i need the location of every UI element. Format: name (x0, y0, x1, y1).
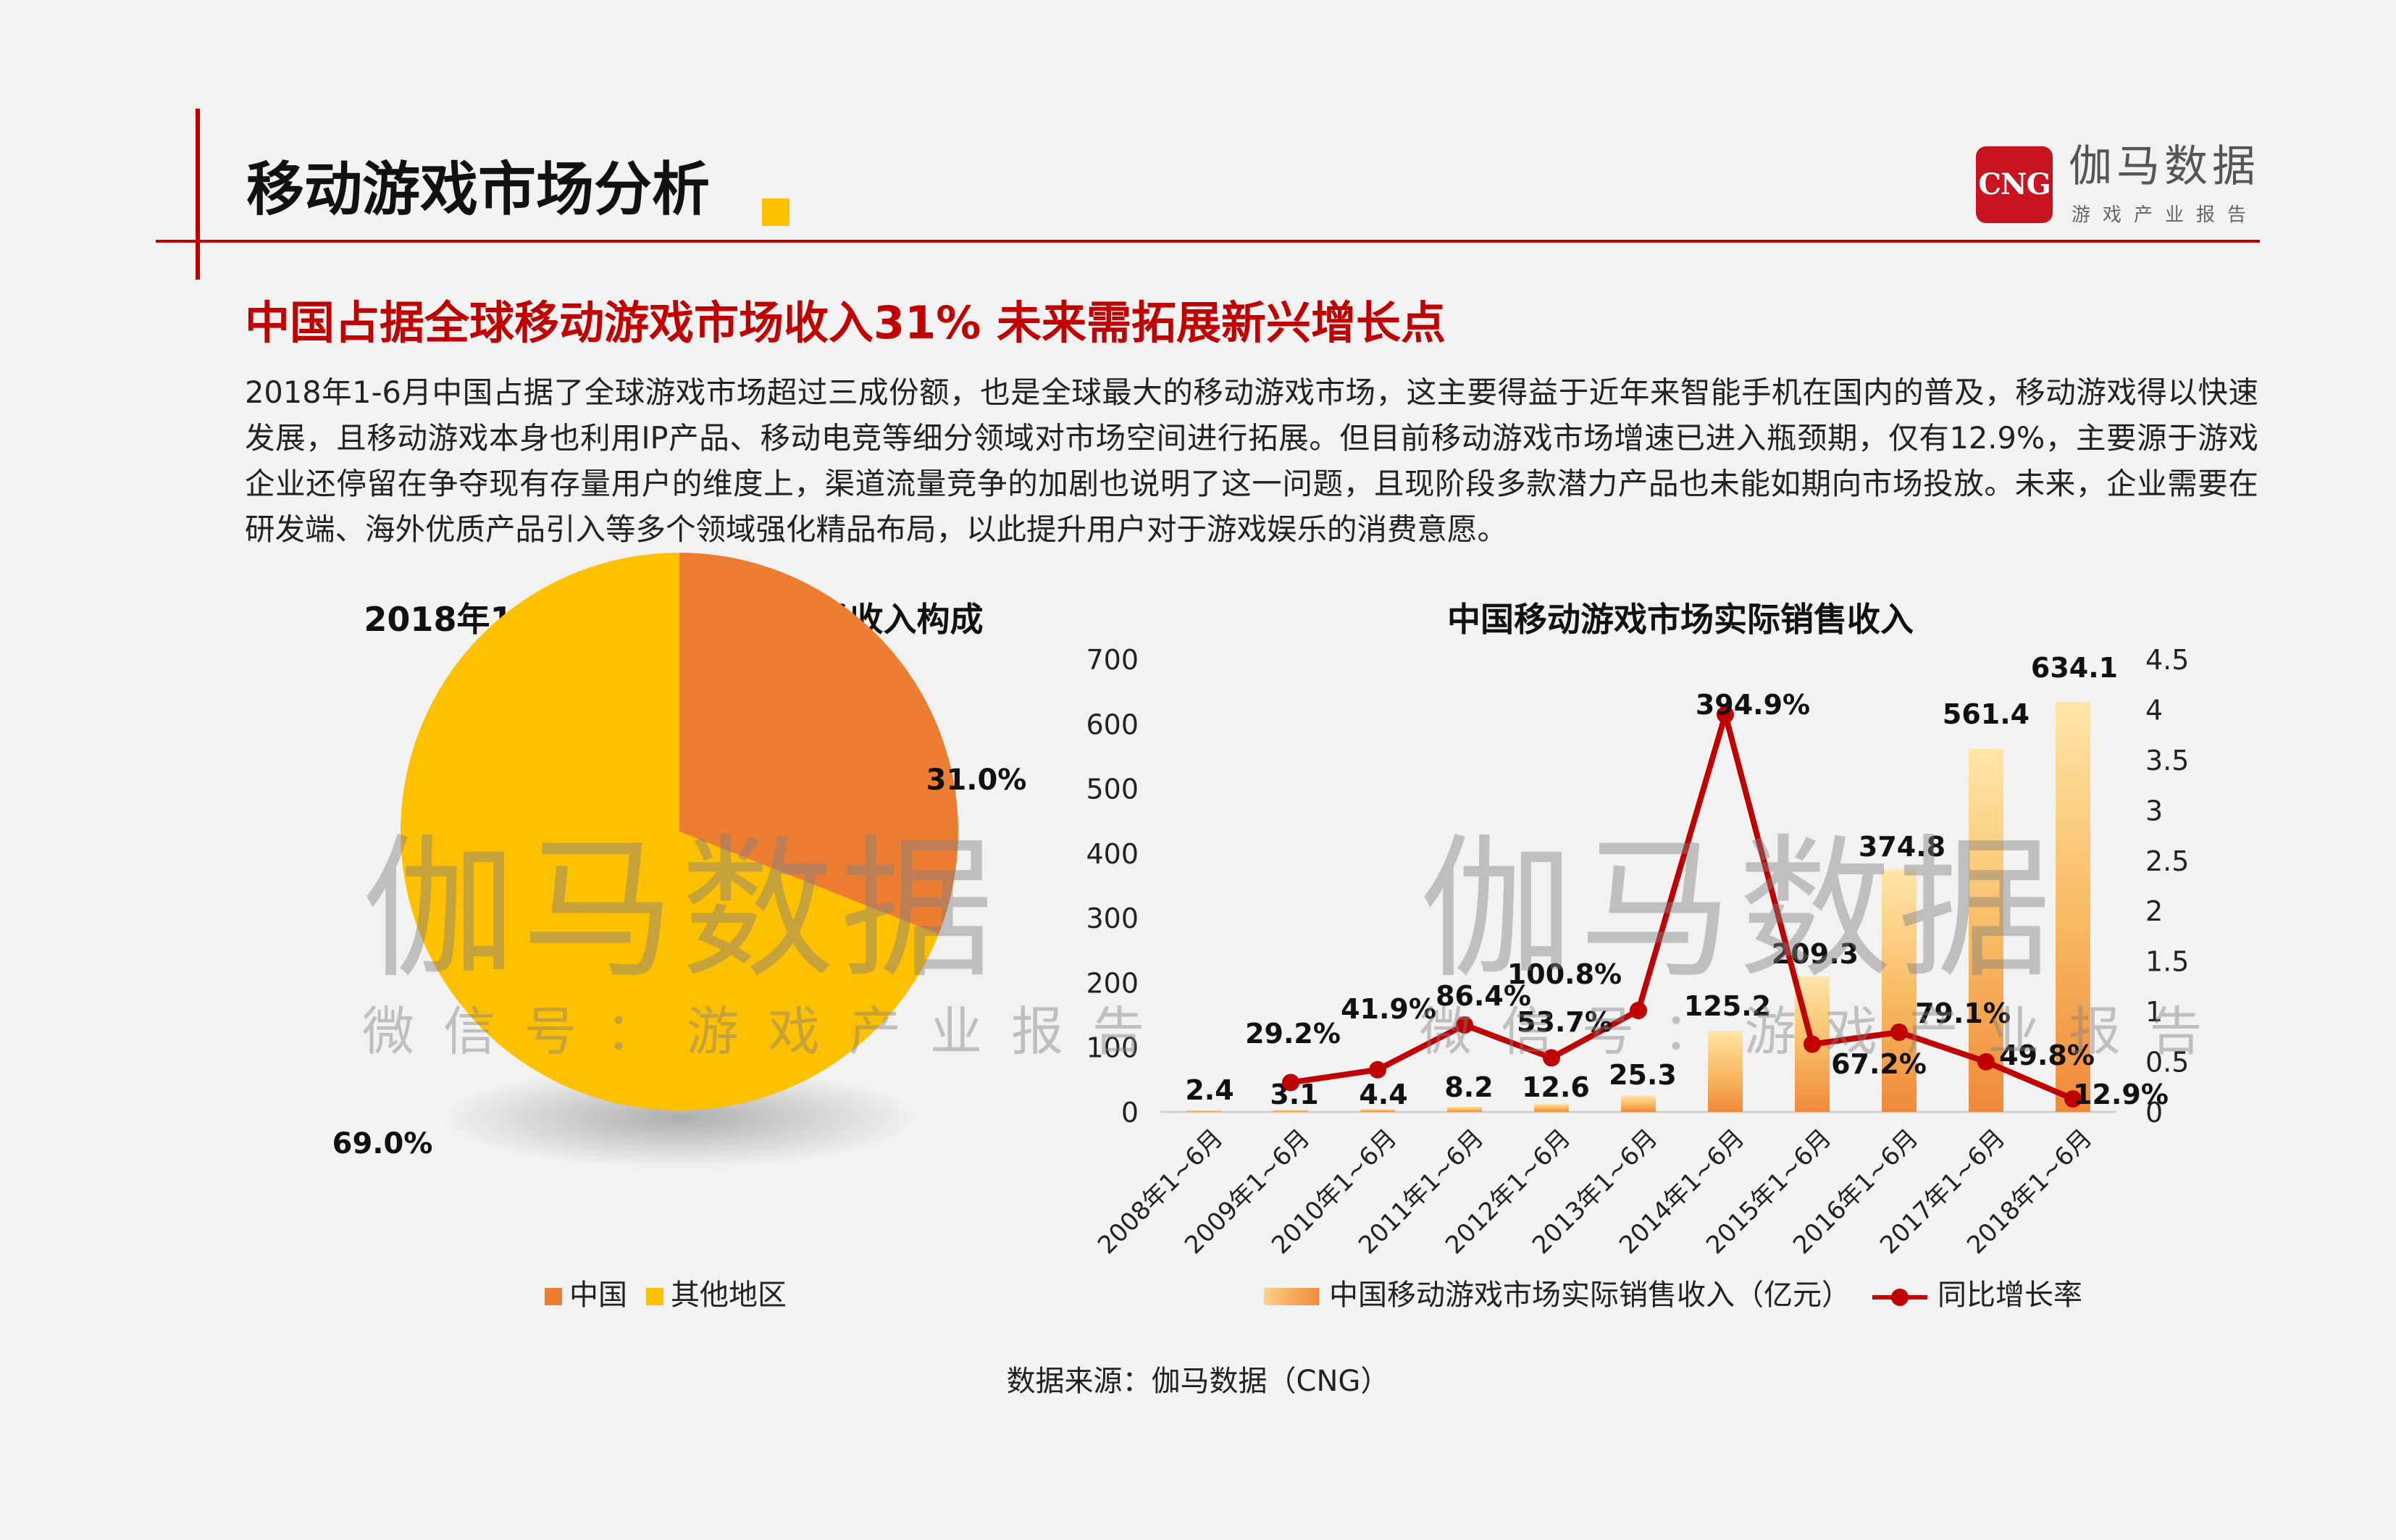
bar-3 (1447, 1106, 1482, 1112)
bar-value-label-4: 12.6 (1522, 1071, 1590, 1103)
bar-4 (1534, 1103, 1569, 1112)
y-right-tick-8: 4 (2145, 694, 2163, 726)
bar-value-label-6: 125.2 (1684, 990, 1771, 1022)
page-title: 移动游戏市场分析 (246, 156, 710, 223)
logo-tagline: 游戏产业报告 (2072, 204, 2259, 226)
y-right-tick-4: 2 (2145, 895, 2163, 927)
growth-point-4 (1543, 1049, 1560, 1067)
cng-logo-icon: CNG (1976, 146, 2053, 223)
pie-legend-item-other: 其他地区 (646, 1281, 787, 1310)
pie-shadow (440, 1067, 918, 1168)
growth-label-4: 53.7% (1517, 1006, 1612, 1038)
y-left-tick-2: 200 (1086, 967, 1139, 999)
growth-label-6: 394.9% (1696, 689, 1810, 721)
growth-label-1: 29.2% (1245, 1018, 1341, 1050)
growth-label-5: 100.8% (1507, 958, 1622, 990)
y-left-tick-0: 0 (1121, 1097, 1139, 1129)
y-right-tick-3: 1.5 (2145, 946, 2189, 978)
growth-line (1290, 711, 2074, 1102)
combo-legend-item-growth: 同比增长率 (1872, 1281, 2082, 1310)
y-right-tick-7: 3.5 (2145, 745, 2189, 777)
growth-label-9: 49.8% (1999, 1039, 2095, 1071)
growth-point-10 (2064, 1090, 2082, 1108)
bar-value-label-5: 25.3 (1609, 1059, 1677, 1091)
logo-name: 伽马数据 (2069, 141, 2260, 192)
y-right-tick-9: 4.5 (2145, 644, 2189, 676)
legend-line-icon (1872, 1288, 1927, 1306)
bar-6 (1708, 1031, 1743, 1112)
pie-legend-item-china: 中国 (545, 1281, 627, 1310)
header-divider (156, 240, 2260, 243)
legend-swatch-gold (646, 1288, 663, 1305)
pie-data-label-1: 69.0% (332, 1127, 433, 1160)
y-right-tick-0: 0 (2145, 1097, 2163, 1129)
pie-chart: 31.0% 69.0% (332, 553, 1027, 1168)
bar-1 (1273, 1110, 1308, 1112)
growth-point-6 (1717, 706, 1734, 724)
pie-slice-1 (400, 553, 939, 1110)
bar-value-label-3: 8.2 (1444, 1071, 1493, 1103)
y-left-tick-6: 600 (1086, 708, 1139, 740)
data-source: 数据来源：伽马数据（CNG） (1006, 1365, 1390, 1398)
legend-label-other: 其他地区 (671, 1279, 787, 1312)
legend-swatch-orange (545, 1288, 562, 1305)
growth-label-10: 12.9% (2073, 1079, 2169, 1110)
growth-point-9 (1977, 1053, 1995, 1071)
headline: 中国占据全球移动游戏市场收入31% 未来需拓展新兴增长点 (245, 296, 1446, 349)
watermark-main-right: 伽马数据 (1420, 820, 2057, 999)
growth-label-8: 79.1% (1915, 997, 2011, 1029)
growth-point-5 (1630, 1002, 1647, 1019)
pie-data-label-0: 31.0% (926, 763, 1027, 797)
legend-label-growth: 同比增长率 (1938, 1279, 2082, 1312)
growth-point-8 (1890, 1024, 1908, 1041)
bar-8 (1882, 869, 1917, 1112)
combo-legend-item-revenue: 中国移动游戏市场实际销售收入（亿元） (1264, 1281, 1851, 1310)
legend-label-china: 中国 (569, 1279, 627, 1312)
bar-chart-title: 中国移动游戏市场实际销售收入 (1447, 600, 1914, 639)
growth-label-2: 41.9% (1341, 993, 1436, 1025)
y-left-tick-7: 700 (1086, 644, 1139, 676)
y-left-tick-3: 300 (1086, 903, 1139, 934)
body-paragraph: 2018年1-6月中国占据了全球游戏市场超过三成份额，也是全球最大的移动游戏市场… (245, 374, 2258, 547)
watermark-sub-right: 微信号：游戏产业报告 (1420, 1001, 2232, 1062)
bar-value-label-8: 374.8 (1859, 831, 1945, 863)
bar-value-label-10: 634.1 (2031, 652, 2118, 684)
bar-value-label-9: 561.4 (1943, 698, 2030, 730)
y-right-tick-6: 3 (2145, 795, 2163, 827)
brand-logo: CNG 伽马数据 游戏产业报告 (1976, 145, 2266, 227)
growth-point-3 (1456, 1016, 1473, 1034)
y-right-tick-1: 0.5 (2145, 1047, 2189, 1079)
pie-slice-0 (679, 553, 958, 934)
bar-10 (2056, 701, 2090, 1112)
combo-chart: 0 100 200 300 400 500 600 700 0 0.5 1 1.5 2 2.5 3 3.5 4 4… (1086, 644, 2189, 1260)
growth-point-1 (1282, 1074, 1299, 1092)
growth-label-7: 67.2% (1831, 1048, 1927, 1080)
watermark-sub-left: 微信号：游戏产业报告 (362, 1001, 1174, 1062)
bar-9 (1969, 748, 2003, 1112)
title-square-icon (762, 198, 789, 226)
growth-label-3: 86.4% (1436, 980, 1531, 1012)
y-left-tick-1: 100 (1086, 1032, 1139, 1064)
legend-label-revenue: 中国移动游戏市场实际销售收入（亿元） (1329, 1279, 1851, 1312)
header-accent-bar (196, 109, 200, 280)
bar-value-label-2: 4.4 (1359, 1079, 1407, 1110)
y-left-tick-5: 500 (1086, 774, 1139, 805)
bar-value-label-0: 2.4 (1185, 1074, 1233, 1106)
legend-swatch-bar (1264, 1288, 1319, 1305)
bar-2 (1360, 1109, 1395, 1112)
y-left-tick-4: 400 (1086, 838, 1139, 870)
bar-0 (1186, 1110, 1221, 1112)
y-right-tick-5: 2.5 (2145, 845, 2189, 877)
watermark-main-left: 伽马数据 (362, 820, 1000, 999)
growth-point-7 (1804, 1035, 1821, 1053)
growth-point-2 (1369, 1060, 1386, 1079)
y-right-tick-2: 1 (2145, 996, 2163, 1028)
bar-5 (1621, 1095, 1656, 1112)
